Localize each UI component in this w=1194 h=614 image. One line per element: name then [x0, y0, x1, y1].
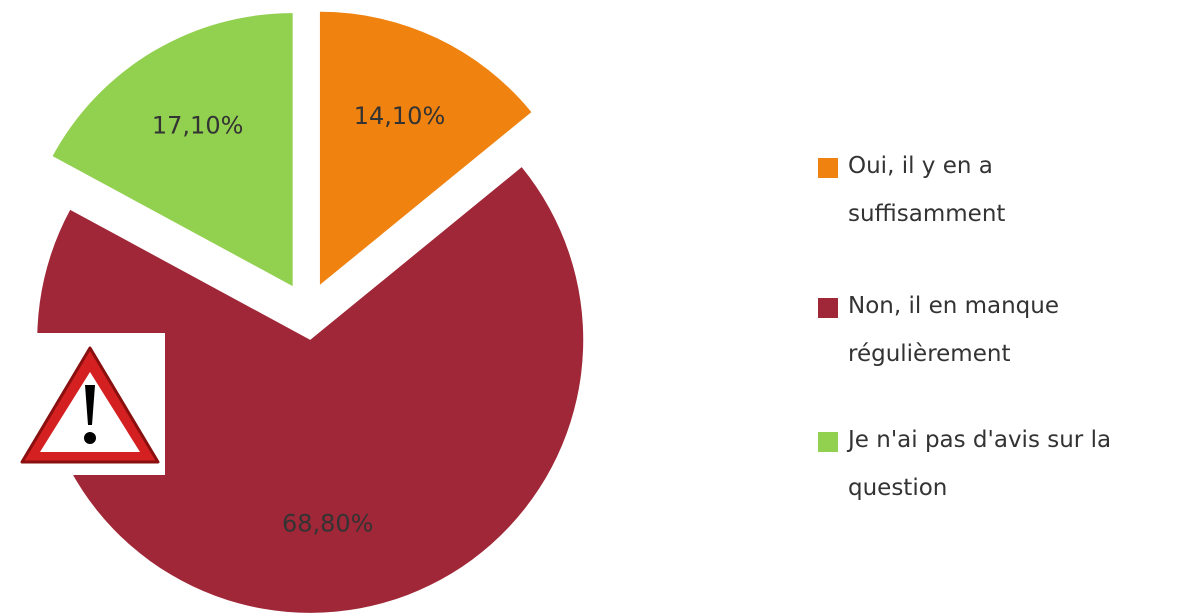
pie-slice [37, 167, 584, 613]
legend-item: Oui, il y en a suffisamment [818, 142, 1188, 238]
pie-slice [52, 13, 293, 287]
legend-label: Non, il en manque régulièrement [848, 293, 1060, 367]
legend-swatch [818, 432, 838, 452]
legend-item: Je n'ai pas d'avis sur la question [818, 416, 1188, 512]
legend-label: Je n'ai pas d'avis sur la question [848, 427, 1112, 501]
legend-swatch [818, 158, 838, 178]
legend-swatch [818, 298, 838, 318]
data-label: 68,80% [282, 510, 374, 538]
pie-slice [319, 11, 532, 285]
data-label: 14,10% [354, 102, 446, 130]
legend-item: Non, il en manque régulièrement [818, 282, 1188, 378]
data-label: 17,10% [152, 112, 244, 140]
legend-label: Oui, il y en a suffisamment [848, 153, 1006, 227]
